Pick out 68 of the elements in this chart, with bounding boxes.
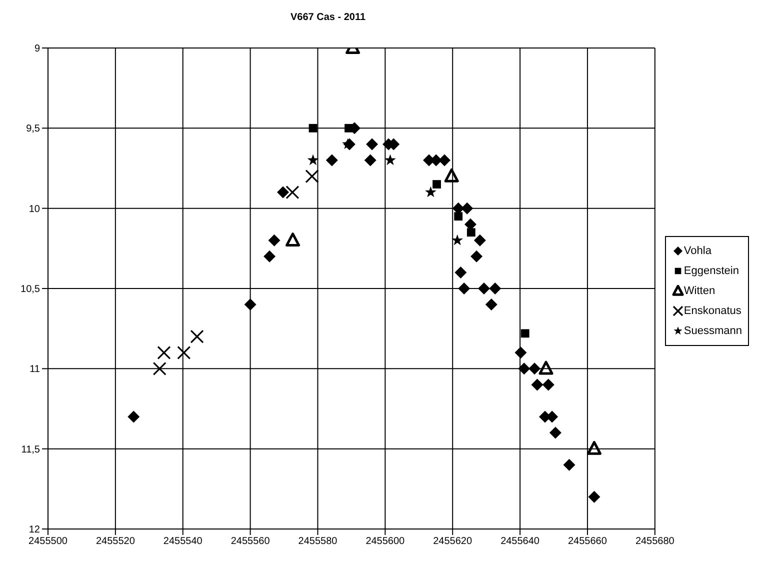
point xyxy=(277,186,290,198)
x-tick-label: 2455640 xyxy=(500,536,540,548)
legend-label: Vohla xyxy=(684,244,712,256)
point xyxy=(307,154,319,166)
point xyxy=(466,228,476,237)
x-tick-label: 2455520 xyxy=(96,536,136,548)
point xyxy=(152,362,166,376)
point xyxy=(520,329,530,338)
point xyxy=(528,362,541,375)
x-tick-label: 2455540 xyxy=(163,536,203,548)
point xyxy=(518,362,530,375)
point xyxy=(563,458,576,471)
point xyxy=(128,410,140,423)
legend-label: Eggenstein xyxy=(684,264,739,276)
y-tick-label: 9,5 xyxy=(26,124,40,135)
point xyxy=(157,346,171,360)
point xyxy=(588,490,600,503)
point xyxy=(364,154,376,166)
point xyxy=(452,234,464,246)
x-tick-label: 2455620 xyxy=(433,536,473,548)
y-tick-label: 11 xyxy=(30,364,40,376)
point xyxy=(244,298,256,311)
point xyxy=(514,346,527,359)
point xyxy=(549,426,562,439)
point xyxy=(438,154,451,166)
y-tick-label: 9 xyxy=(34,44,40,55)
y-tick-label: 10 xyxy=(28,204,40,215)
point xyxy=(305,169,319,184)
point xyxy=(268,234,280,246)
chart-title: V667 Cas - 2011 xyxy=(289,11,367,25)
point xyxy=(458,282,470,294)
point xyxy=(366,138,378,150)
point xyxy=(461,202,474,214)
point xyxy=(478,282,490,294)
point xyxy=(177,346,191,360)
x-tick-label: 2455500 xyxy=(28,536,68,548)
point xyxy=(190,330,204,344)
point xyxy=(489,282,502,294)
point xyxy=(454,212,463,221)
point xyxy=(474,234,486,246)
x-tick-label: 2455600 xyxy=(366,536,406,548)
point xyxy=(326,154,338,166)
point xyxy=(432,180,441,188)
y-tick-label: 11,5 xyxy=(21,444,40,456)
point xyxy=(542,378,554,391)
point xyxy=(454,266,467,278)
legend-label: Suessmann xyxy=(684,324,742,336)
point xyxy=(286,232,300,246)
point xyxy=(586,440,602,455)
x-tick-label: 2455660 xyxy=(568,536,608,548)
point xyxy=(308,124,318,132)
point xyxy=(384,154,396,166)
point xyxy=(286,186,300,200)
y-tick-label: 10,5 xyxy=(20,284,40,296)
x-tick-label: 2455580 xyxy=(298,536,338,548)
legend-label: Witten xyxy=(684,284,716,296)
y-tick-label: 12 xyxy=(28,524,40,536)
point xyxy=(264,250,276,262)
point xyxy=(444,168,459,182)
legend-label: Enskonatus xyxy=(684,304,742,316)
x-tick-label: 2455680 xyxy=(635,536,675,548)
point xyxy=(344,124,353,132)
point xyxy=(531,378,544,391)
point xyxy=(538,360,554,375)
point xyxy=(485,298,498,311)
point xyxy=(470,250,483,262)
x-tick-label: 2455560 xyxy=(230,536,270,548)
point xyxy=(424,186,436,198)
